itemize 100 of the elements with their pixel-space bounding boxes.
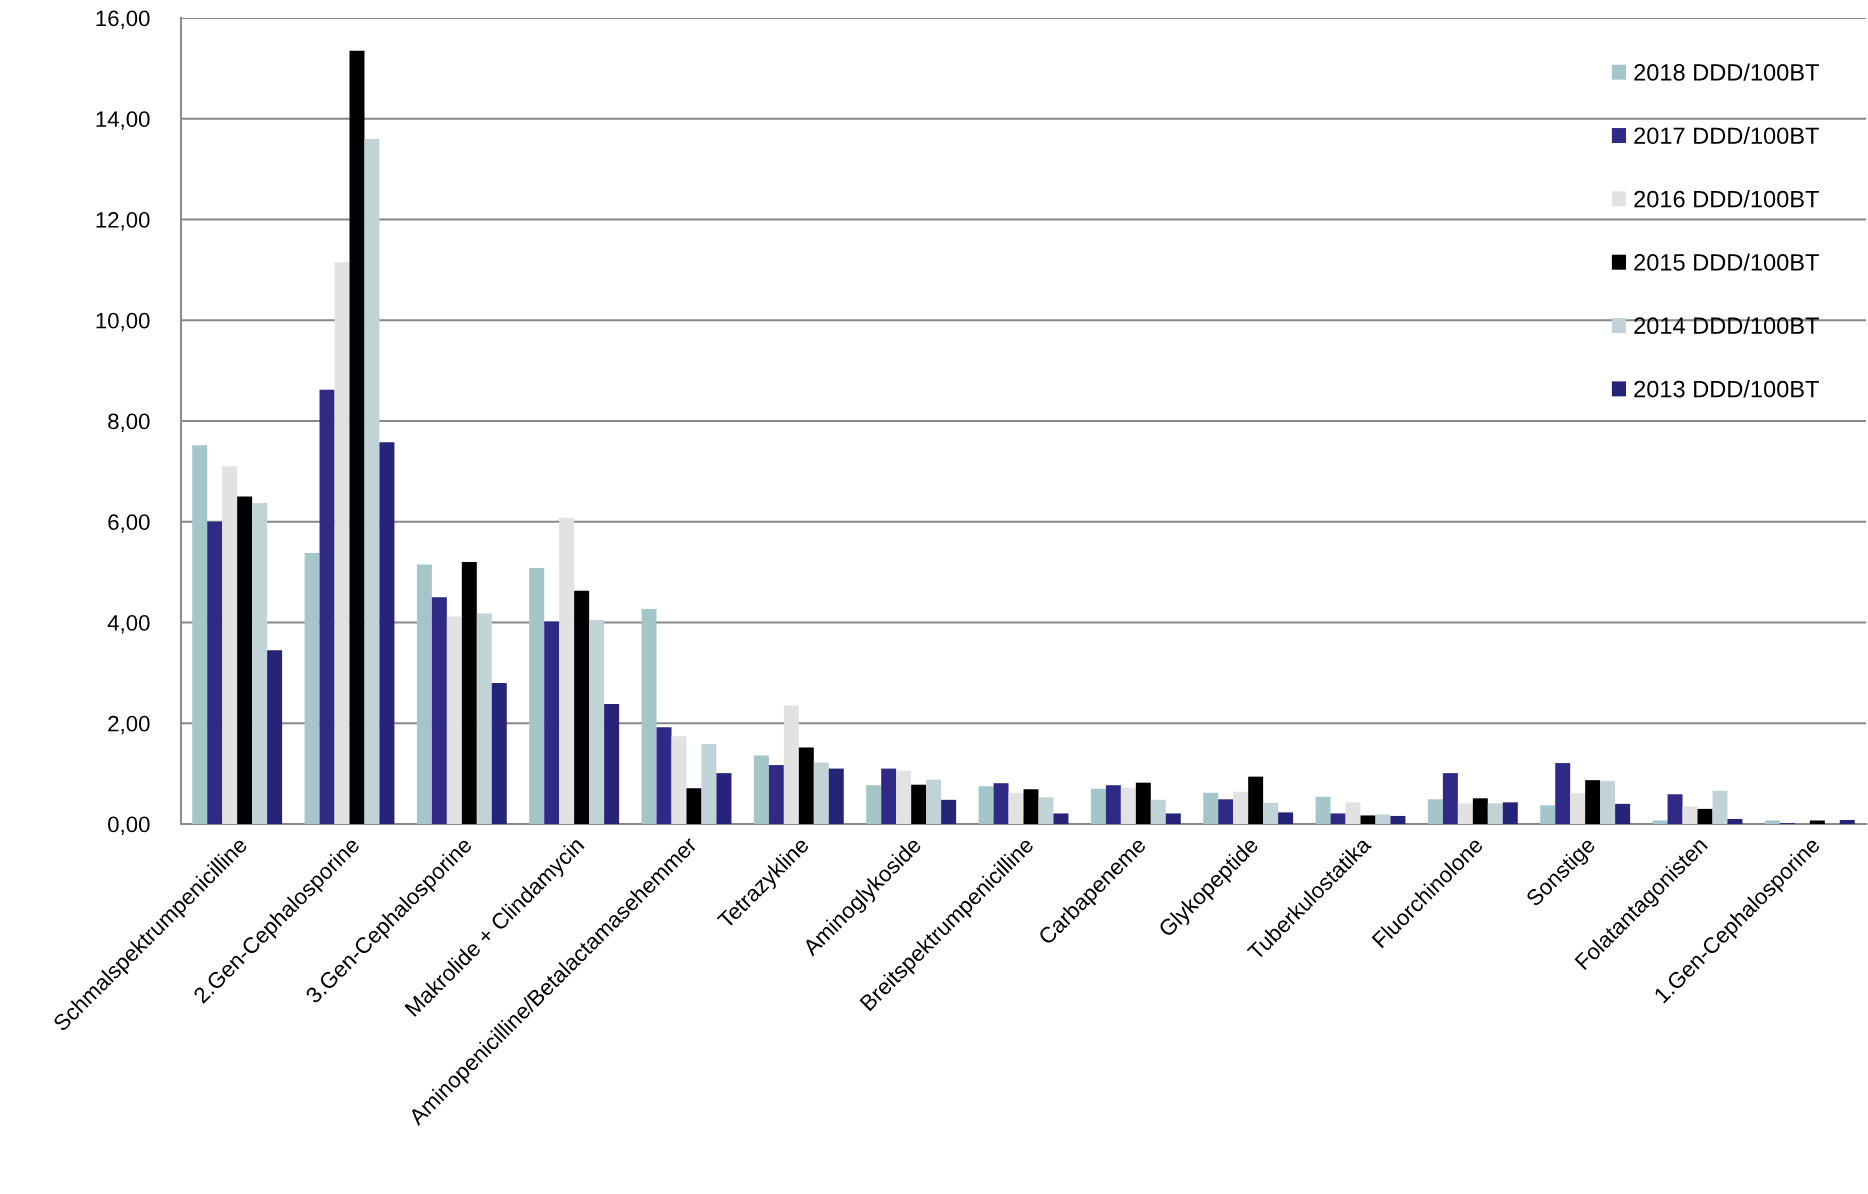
bar (1105, 785, 1121, 824)
bar (349, 50, 365, 824)
bar (1090, 788, 1106, 824)
legend-label: 2016 DDD/100BT (1634, 190, 1819, 208)
bar (1165, 813, 1181, 824)
bar (559, 517, 575, 824)
bar (1682, 806, 1698, 824)
y-tick-label: 8,00 (108, 413, 150, 432)
bar (379, 442, 395, 824)
bar (416, 564, 432, 824)
bar (671, 736, 687, 824)
legend-label: 2015 DDD/100BT (1634, 253, 1819, 271)
bar (237, 496, 253, 824)
bar (304, 552, 320, 824)
bar (911, 784, 927, 824)
bar (491, 682, 507, 824)
bar (446, 616, 462, 824)
bar (222, 466, 238, 824)
bar (1472, 798, 1488, 824)
bar (1600, 781, 1616, 824)
bar (1120, 787, 1136, 824)
bar (589, 619, 605, 824)
bar (753, 755, 769, 824)
bar (768, 765, 784, 824)
bar (993, 783, 1009, 824)
bar (1809, 820, 1825, 824)
bar (941, 799, 957, 824)
bar (1652, 820, 1668, 824)
bar (1727, 818, 1743, 824)
bar (529, 568, 545, 824)
bar (1667, 794, 1683, 824)
bar (267, 650, 283, 824)
bar (1345, 802, 1361, 824)
bar (1427, 799, 1443, 824)
bar (1839, 819, 1855, 824)
legend-label: 2018 DDD/100BT (1634, 63, 1819, 81)
bar (334, 262, 350, 824)
bar (364, 138, 380, 824)
bar (1218, 799, 1234, 824)
bar (701, 743, 717, 824)
y-tick-label: 12,00 (96, 212, 150, 231)
bar (1263, 802, 1279, 824)
bar (1008, 792, 1024, 824)
bar (686, 788, 702, 824)
y-tick-label: 14,00 (96, 111, 150, 130)
bar (1764, 820, 1780, 824)
bar (1585, 780, 1601, 824)
legend-label: 2013 DDD/100BT (1634, 380, 1819, 398)
bar (1233, 791, 1249, 824)
bar (813, 762, 829, 824)
bar (1442, 773, 1458, 824)
bar (926, 779, 942, 824)
bar (1330, 813, 1346, 824)
bar (1053, 813, 1069, 824)
bar (1697, 808, 1713, 824)
y-tick-label: 2,00 (108, 715, 150, 735)
bar (716, 773, 732, 824)
legend-label: 2014 DDD/100BT (1634, 316, 1819, 335)
bar (1203, 792, 1219, 824)
bar (1615, 803, 1631, 824)
y-tick-label: 0,00 (108, 816, 150, 835)
bar (641, 608, 657, 824)
bar (461, 562, 477, 824)
bar (866, 785, 882, 824)
bar (192, 445, 208, 824)
legend-label: 2017 DDD/100BT (1634, 126, 1819, 145)
bar (1390, 815, 1406, 824)
y-tick-label: 16,00 (96, 10, 150, 29)
bar (1248, 776, 1264, 824)
bar (1570, 793, 1586, 824)
bar (656, 727, 672, 824)
bar (1278, 812, 1294, 824)
bar (544, 621, 560, 824)
y-tick-label: 4,00 (107, 615, 150, 634)
bar (1457, 803, 1473, 824)
bar (1540, 805, 1556, 824)
bar (1555, 763, 1571, 824)
bar (604, 704, 620, 824)
bar (896, 770, 912, 824)
bar (881, 768, 897, 824)
bar (1315, 796, 1331, 824)
y-tick-label: 10,00 (96, 312, 150, 332)
y-tick-label: 6,00 (108, 514, 150, 533)
bar (319, 389, 335, 824)
bar (1150, 799, 1166, 824)
bar (431, 597, 447, 824)
bar (1375, 814, 1391, 824)
bar (207, 521, 223, 824)
bar (1038, 797, 1054, 824)
bar (783, 705, 799, 824)
bar (828, 768, 844, 824)
bar (1502, 802, 1518, 824)
bar (252, 503, 268, 824)
bar (476, 613, 492, 824)
bar (1135, 782, 1151, 824)
bar (1487, 803, 1503, 824)
bar (978, 786, 994, 824)
bar (574, 590, 590, 824)
bar (1712, 790, 1728, 824)
bar (1023, 789, 1039, 824)
